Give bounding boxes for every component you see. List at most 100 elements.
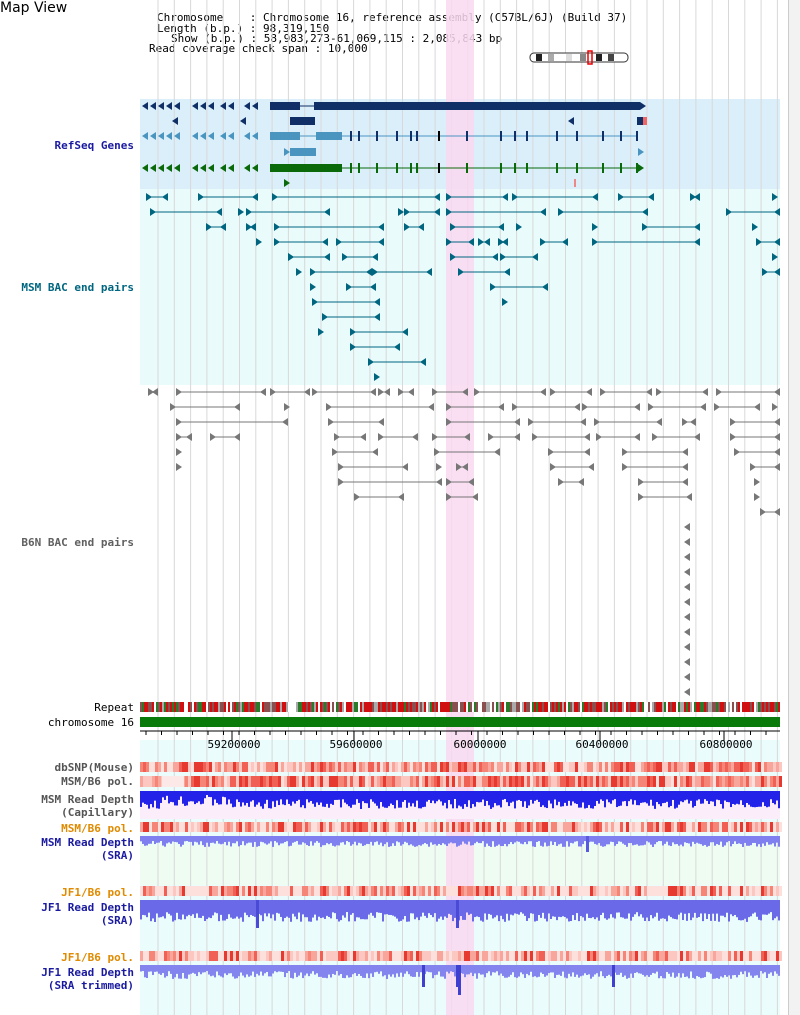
repeat-segment	[638, 702, 640, 712]
jf1-pol2-cell	[419, 951, 422, 961]
jf1-depth-bar	[462, 900, 464, 920]
jf1-trim-bar	[498, 965, 500, 976]
repeat-segment	[316, 702, 318, 712]
jf1-trim-bar	[594, 965, 596, 975]
jf1-pol-cell	[680, 886, 683, 896]
repeat-segment	[596, 702, 598, 712]
msm-pol-cell	[488, 776, 491, 787]
scrollbar[interactable]	[788, 0, 800, 1015]
jf1-pol2-cell	[668, 951, 671, 961]
jf1-depth-bar	[562, 900, 564, 917]
repeat-segment	[768, 702, 770, 712]
jf1-pol2-cell	[641, 951, 644, 961]
gene-arrow	[208, 132, 214, 140]
msm-pol2-cell	[236, 822, 239, 832]
jf1-trim-bar	[228, 965, 230, 974]
msm-depth-sra-label-2: (SRA)	[100, 849, 134, 862]
msm-pol2-cell	[692, 822, 695, 832]
jf1-pol2-cell	[242, 951, 245, 961]
jf1-trim-bar	[390, 965, 392, 977]
jf1-trim-bar	[300, 965, 302, 973]
msm-depth-sra-bar	[774, 836, 776, 847]
msm-bac-end	[322, 238, 328, 246]
repeat-segment	[320, 702, 322, 712]
msm-depth-cap-bar	[184, 791, 186, 806]
msm-bac-end	[418, 223, 424, 231]
msm-pol2-cell	[758, 822, 761, 832]
msm-depth-sra-bar	[140, 836, 142, 842]
jf1-trim-bar	[452, 965, 454, 972]
jf1-pol-cell	[353, 886, 356, 896]
msm-depth-sra-bar	[486, 836, 488, 844]
gene-arrow	[240, 117, 246, 125]
repeat-segment	[180, 702, 182, 712]
dbsnp-cell	[437, 762, 440, 772]
dbsnp-cell	[143, 762, 146, 772]
jf1-trim-label[interactable]: JF1 Read Depth	[41, 966, 134, 979]
msm-pol2-label[interactable]: MSM/B6 pol.	[61, 822, 134, 835]
msm-depth-cap-bar	[200, 791, 202, 805]
msm-depth-cap-bar	[364, 791, 366, 804]
repeat-segment	[572, 702, 574, 712]
repeat-segment	[404, 702, 406, 712]
jf1-depth-bar	[524, 900, 526, 916]
jf1-pol2-cell	[287, 951, 290, 961]
msm-depth-sra-bar	[610, 836, 612, 842]
repeat-segment	[352, 702, 354, 712]
repeat-segment	[710, 702, 712, 712]
dbsnp-cell	[404, 762, 407, 772]
msm-depth-sra-label[interactable]: MSM Read Depth	[41, 836, 134, 849]
jf1-pol-cell	[593, 886, 596, 896]
jf1-trim-bar	[292, 965, 294, 979]
msm-bac-end	[250, 223, 256, 231]
jf1-trim-bar	[322, 965, 324, 978]
msm-bac-end	[350, 328, 356, 336]
jf1-depth-bar	[440, 900, 442, 917]
dbsnp-label[interactable]: dbSNP(Mouse)	[54, 761, 134, 774]
b6n-bac-end	[750, 463, 756, 471]
msm-bac-label[interactable]: MSM BAC end pairs	[21, 281, 134, 294]
msm-pol-cell	[695, 776, 698, 787]
jf1-depth-bar	[384, 900, 386, 915]
jf1-pol-label[interactable]: JF1/B6 pol.	[61, 886, 134, 899]
msm-depth-sra-bar	[492, 836, 494, 842]
repeat-segment	[328, 702, 330, 712]
msm-pol-label[interactable]: MSM/B6 pol.	[61, 775, 134, 788]
jf1-pol2-cell	[236, 951, 239, 961]
jf1-trim-bar	[366, 965, 368, 974]
jf1-trim-bar	[166, 965, 168, 977]
msm-depth-cap-bar	[680, 791, 682, 802]
jf1-depth-label[interactable]: JF1 Read Depth	[41, 901, 134, 914]
msm-depth-cap-bar	[608, 791, 610, 803]
jf1-depth-bar	[364, 900, 366, 920]
b6n-bac-end	[772, 403, 778, 411]
msm-depth-cap-line1: MSM Read Depth	[41, 793, 134, 806]
msm-depth-sra-bar	[768, 836, 770, 845]
msm-pol2-cell	[365, 822, 368, 832]
jf1-pol2-label[interactable]: JF1/B6 pol.	[61, 951, 134, 964]
repeat-segment	[436, 702, 438, 712]
repeat-segment	[424, 702, 426, 712]
jf1-trim-bar	[420, 965, 422, 973]
jf1-pol2-cell	[767, 951, 770, 961]
jf1-depth-bar	[620, 900, 622, 918]
jf1-pol-cell	[575, 886, 578, 896]
b6n-bac-label[interactable]: B6N BAC end pairs	[21, 536, 134, 549]
msm-pol-cell	[611, 776, 614, 787]
gene-e-exon	[620, 163, 622, 173]
jf1-pol2-cell	[512, 951, 515, 961]
dbsnp-cell	[539, 762, 542, 772]
repeat-segment	[278, 702, 280, 712]
refseq-label[interactable]: RefSeq Genes	[54, 139, 134, 152]
msm-depth-cap-bar	[622, 791, 624, 802]
jf1-trim-bar	[288, 965, 290, 972]
jf1-trim-bar	[618, 965, 620, 975]
jf1-pol-cell	[683, 886, 686, 896]
msm-pol2-cell	[449, 822, 452, 832]
msm-depth-cap-label[interactable]: MSM Read Depth	[41, 793, 134, 806]
b6n-bac-end	[210, 433, 216, 441]
repeat-segment	[672, 702, 674, 712]
dbsnp-cell	[344, 762, 347, 772]
b6n-bac-end	[686, 493, 692, 501]
